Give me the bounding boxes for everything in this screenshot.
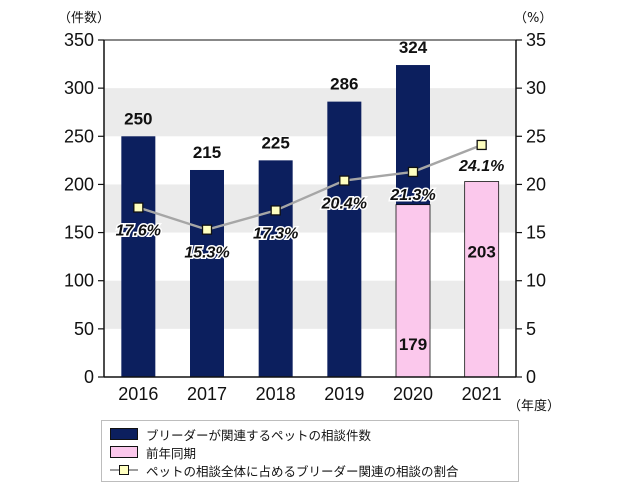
bar-value-label-2021: 203 — [467, 243, 495, 262]
left-tick-label: 350 — [64, 30, 94, 50]
right-tick-label: 15 — [526, 223, 546, 243]
left-tick-label: 0 — [84, 367, 94, 387]
right-tick-label: 0 — [526, 367, 536, 387]
x-tick-label: 2019 — [324, 384, 364, 404]
right-tick-label: 5 — [526, 319, 536, 339]
left-tick-label: 150 — [64, 223, 94, 243]
bar-value-label-2020: 179 — [399, 335, 427, 354]
bar-2020-s1 — [395, 204, 431, 378]
x-tick-label: 2016 — [118, 384, 158, 404]
left-tick-label: 100 — [64, 271, 94, 291]
combo-chart: 0 50 100 150 200 250 300 350 0 5 10 15 20 25 30 35 2016 2… — [58, 11, 560, 414]
legend-label-consultations: ブリーダーが関連するペットの相談件数 — [146, 427, 372, 443]
x-tick-label: 2020 — [393, 384, 433, 404]
right-tick-label: 10 — [526, 271, 546, 291]
ratio-marker-2021 — [476, 139, 487, 151]
axes: 0 50 100 150 200 250 300 350 0 5 10 15 20 25 30 35 2016 2… — [64, 30, 546, 404]
ratio-label-2016: 17.6% — [116, 223, 161, 240]
bar-2019-s0 — [327, 101, 362, 377]
bar-2017-s0 — [190, 169, 224, 377]
bar-2018-s0 — [258, 160, 293, 377]
legend-item-consultations: ブリーダーが関連するペットの相談件数 — [110, 425, 371, 443]
right-tick-label: 25 — [526, 126, 546, 146]
x-tick-label: 2018 — [256, 384, 296, 404]
ratio-line — [133, 139, 487, 235]
bar-value-label-2020: 324 — [399, 38, 428, 57]
bar-value-label-2016: 250 — [124, 109, 152, 128]
ratio-polyline — [137, 143, 483, 231]
grid-bands — [104, 88, 516, 329]
ratio-label-2017: 15.3% — [184, 245, 229, 262]
right-tick-label: 30 — [526, 78, 546, 98]
legend-item-previous-period: 前年同期 — [110, 443, 196, 461]
legend-swatch-ratio — [110, 464, 138, 476]
bar-2016-s0 — [121, 136, 156, 377]
right-tick-label: 35 — [526, 30, 546, 50]
ratio-label-2018: 17.3% — [253, 225, 298, 242]
left-tick-label: 250 — [64, 126, 94, 146]
bar-value-label-2018: 225 — [261, 133, 289, 152]
legend: ブリーダーが関連するペットの相談件数 前年同期 ペットの相談全体に占めるブリーダ… — [101, 420, 519, 482]
legend-label-ratio: ペットの相談全体に占めるブリーダー関連の相談の割合 — [146, 463, 459, 479]
left-axis-unit: （件数） — [58, 11, 110, 26]
bar-2021-s1 — [464, 181, 500, 378]
right-tick-label: 20 — [526, 174, 546, 194]
ratio-label-2019: 20.4% — [321, 196, 367, 213]
grid-band — [104, 184, 516, 233]
ratio-label-2020: 21.3% — [389, 187, 435, 204]
legend-item-ratio: ペットの相談全体に占めるブリーダー関連の相談の割合 — [110, 461, 459, 479]
bar-value-label-2019: 286 — [330, 75, 358, 94]
legend-swatch-previous-period — [110, 446, 138, 458]
bar-value-label-2017: 215 — [193, 143, 221, 162]
left-tick-label: 300 — [64, 78, 94, 98]
ratio-marker-2017 — [201, 224, 213, 235]
data-labels: 250 215 225 286 324 179 203 17.6% 15.3% 17.3% 20.4… — [114, 38, 506, 354]
grid-band — [104, 280, 516, 329]
legend-swatch-consultations — [110, 428, 138, 440]
x-tick-label: 2021 — [462, 384, 502, 404]
left-tick-label: 50 — [74, 319, 94, 339]
ratio-marker-2019 — [339, 175, 350, 186]
left-tick-label: 200 — [64, 174, 94, 194]
ratio-marker-2020 — [407, 166, 419, 178]
grid-band — [104, 88, 516, 137]
ratio-label-2021: 24.1% — [458, 158, 504, 175]
right-axis-unit: （%） — [514, 11, 552, 26]
ratio-marker-2016 — [133, 202, 144, 213]
ratio-marker-2018 — [270, 205, 281, 216]
legend-label-previous-period: 前年同期 — [146, 445, 197, 461]
x-axis-unit: （年度） — [508, 398, 560, 414]
bars — [121, 65, 500, 378]
x-tick-label: 2017 — [187, 384, 227, 404]
